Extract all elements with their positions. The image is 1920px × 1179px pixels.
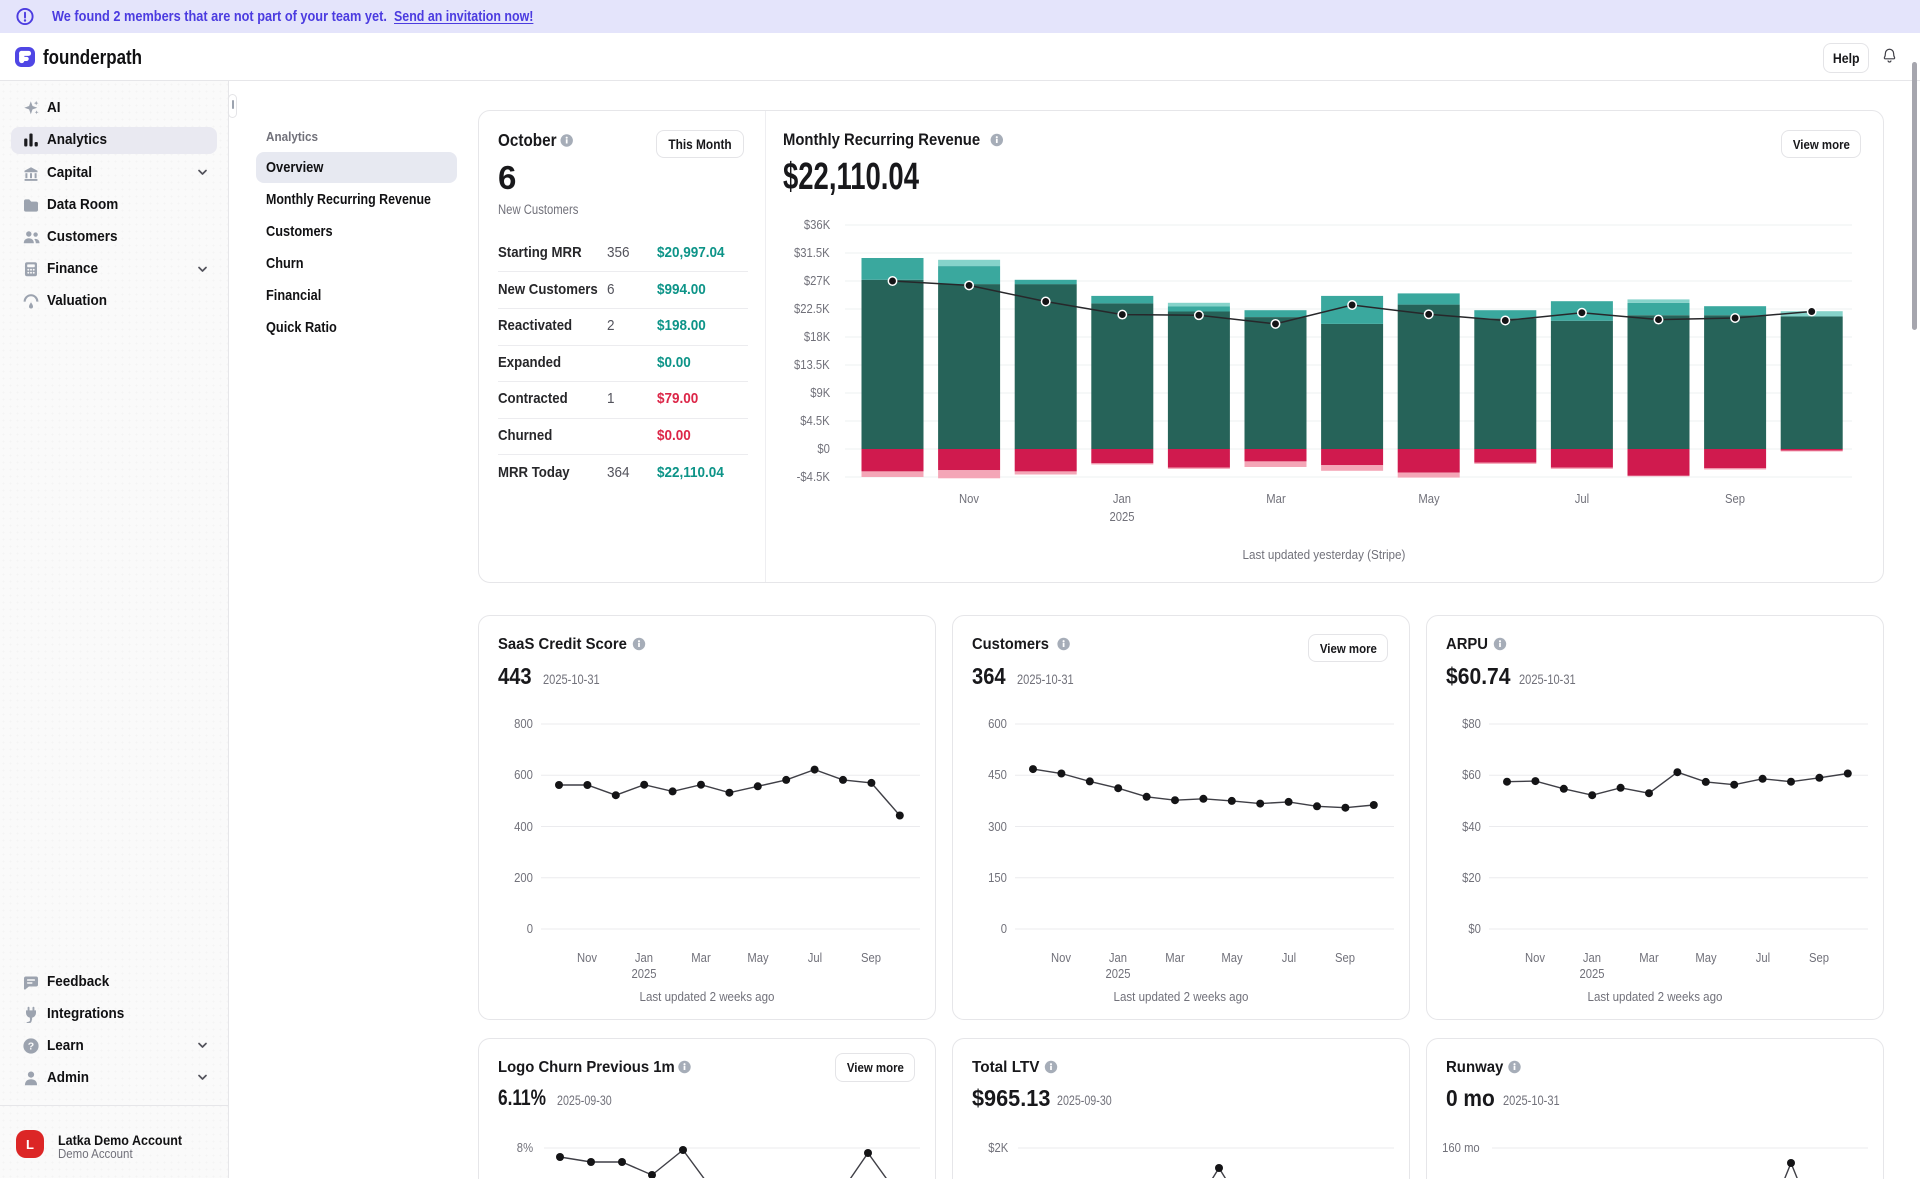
svg-text:?: ?	[28, 1040, 34, 1052]
